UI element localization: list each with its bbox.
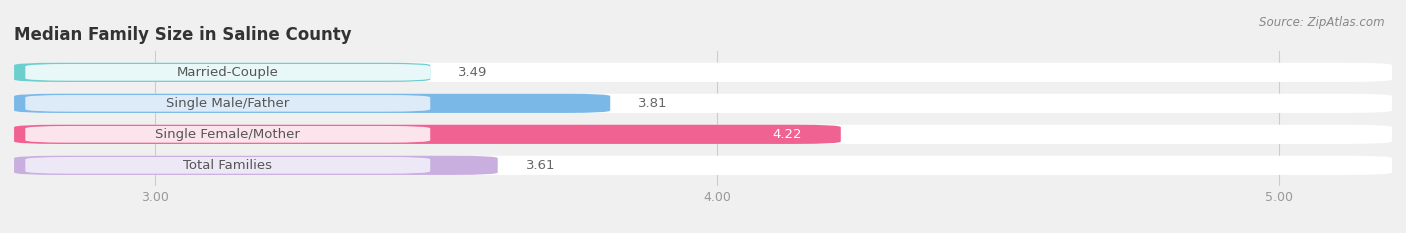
FancyBboxPatch shape <box>14 125 841 144</box>
Text: Source: ZipAtlas.com: Source: ZipAtlas.com <box>1260 16 1385 29</box>
Text: 3.81: 3.81 <box>638 97 668 110</box>
FancyBboxPatch shape <box>14 94 1392 113</box>
Text: Median Family Size in Saline County: Median Family Size in Saline County <box>14 26 352 44</box>
Text: 4.22: 4.22 <box>772 128 801 141</box>
Text: 3.61: 3.61 <box>526 159 555 172</box>
FancyBboxPatch shape <box>25 64 430 81</box>
FancyBboxPatch shape <box>14 156 1392 175</box>
Text: Single Female/Mother: Single Female/Mother <box>155 128 301 141</box>
FancyBboxPatch shape <box>14 94 610 113</box>
Text: Married-Couple: Married-Couple <box>177 66 278 79</box>
FancyBboxPatch shape <box>14 156 498 175</box>
FancyBboxPatch shape <box>14 63 1392 82</box>
FancyBboxPatch shape <box>14 125 1392 144</box>
Text: Total Families: Total Families <box>183 159 273 172</box>
Text: Single Male/Father: Single Male/Father <box>166 97 290 110</box>
FancyBboxPatch shape <box>14 63 430 82</box>
FancyBboxPatch shape <box>25 126 430 143</box>
Text: 3.49: 3.49 <box>458 66 488 79</box>
FancyBboxPatch shape <box>25 157 430 174</box>
FancyBboxPatch shape <box>25 95 430 112</box>
